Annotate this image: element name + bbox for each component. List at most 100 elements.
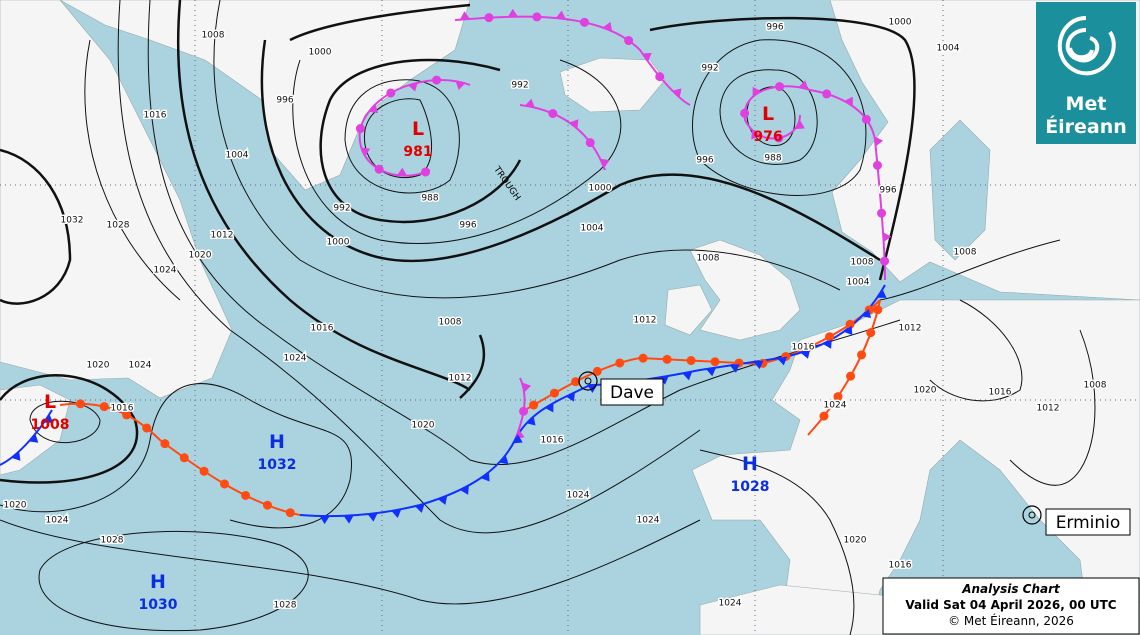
warm-symbol: [638, 353, 648, 363]
cold-symbol: [777, 356, 788, 366]
isobar-label: 996: [696, 156, 713, 166]
cold-symbol: [343, 515, 354, 524]
warm-symbol: [686, 356, 696, 366]
warm-symbol: [740, 108, 750, 118]
cold-symbol: [360, 147, 371, 157]
isobar-label: 996: [459, 221, 476, 231]
warm-symbol: [585, 138, 595, 148]
cold-symbol: [522, 382, 532, 393]
cold-symbol: [319, 516, 330, 525]
center-letter: L: [412, 118, 424, 140]
caption-valid: Valid Sat 04 April 2026, 00 UTC: [905, 598, 1116, 612]
pressure-centers: L 981 L 976 L 1008 H 1032 H 1028 H 1030: [31, 103, 783, 613]
cold-symbol: [480, 472, 490, 482]
warm-symbol: [374, 164, 384, 174]
warm-symbol: [355, 124, 365, 134]
storm-label-box: [600, 378, 664, 406]
center-pressure: 1032: [258, 457, 297, 473]
warm-symbol: [833, 392, 843, 402]
cold-symbol: [367, 513, 378, 522]
warm-symbol: [160, 439, 170, 449]
cold-symbol: [642, 52, 652, 62]
warm-symbol: [846, 371, 856, 381]
logo-text: Met: [1066, 93, 1107, 115]
isobar-label: 1024: [154, 266, 177, 276]
isobar-label: 1020: [412, 421, 435, 431]
logo-text: Éireann: [1045, 115, 1127, 138]
isobar-label: 1024: [824, 401, 847, 411]
isobars: [0, 0, 1096, 635]
warm-symbol: [774, 133, 784, 143]
center-letter: H: [150, 571, 166, 593]
isobar-label: 1016: [792, 343, 815, 353]
isobar-label: 1024: [284, 354, 307, 364]
caption: Analysis Chart Valid Sat 04 April 2026, …: [882, 577, 1140, 635]
center-pressure: 1030: [139, 597, 178, 613]
fronts: [0, 8, 892, 525]
isobar-label: 1012: [449, 374, 472, 384]
warm-symbol: [421, 167, 431, 177]
isobar-label: 1016: [989, 388, 1012, 398]
warm-symbol: [484, 13, 494, 23]
warm-symbol: [872, 160, 882, 170]
isobar-label: 996: [766, 23, 783, 33]
warm-symbol: [822, 89, 832, 99]
cold-symbol: [524, 98, 535, 108]
isobar-label: 1016: [889, 561, 912, 571]
center-pressure: 976: [753, 129, 782, 145]
warm-symbol: [655, 72, 665, 82]
isobar-label: 1032: [61, 216, 84, 226]
isobar-label: 1008: [439, 318, 462, 328]
cold-symbol: [843, 325, 853, 336]
cold-symbol: [798, 80, 809, 90]
warm-symbol: [549, 388, 559, 398]
warm-symbol: [285, 508, 295, 518]
cold-symbol: [397, 167, 408, 176]
warm-symbol: [179, 453, 189, 463]
isobar-label: 1016: [311, 324, 334, 334]
cold-symbol: [499, 455, 509, 465]
isobar-label: 1016: [111, 404, 134, 414]
warm-symbol: [519, 406, 529, 416]
cold-symbol: [882, 232, 892, 243]
cold-symbol: [861, 308, 872, 319]
center-letter: H: [742, 453, 758, 475]
center-pressure: 981: [403, 144, 432, 160]
isobar-label: 1008: [1084, 381, 1107, 391]
isobar-label: 992: [333, 204, 350, 214]
isobar-label: 988: [764, 154, 781, 164]
cold-symbol: [672, 88, 682, 98]
isobar-label: 996: [879, 186, 896, 196]
cold-symbol: [391, 509, 402, 518]
cold-symbol: [526, 416, 536, 426]
cold-symbol: [844, 96, 853, 107]
cold-symbol: [11, 451, 21, 461]
isobar-label: 1000: [589, 184, 612, 194]
caption-box: [882, 577, 1140, 635]
warm-symbol: [580, 17, 590, 27]
warm-symbol: [615, 358, 625, 368]
cold-symbol: [600, 158, 610, 168]
storm-symbol: [1028, 511, 1036, 519]
caption-title: Analysis Chart: [961, 582, 1061, 596]
logo-icon: [1057, 16, 1116, 76]
warm-symbol: [592, 366, 602, 376]
warm-symbol: [219, 479, 229, 489]
storm-name: Dave: [610, 383, 654, 403]
cold-symbol: [795, 120, 805, 130]
isobar-label: 1024: [46, 516, 69, 526]
isobar-label: 1008: [202, 31, 225, 41]
warm-symbol: [803, 342, 813, 352]
warm-symbol: [532, 12, 542, 22]
caption-copyright: © Met Éireann, 2026: [948, 613, 1074, 628]
isobar-label: 1020: [87, 361, 110, 371]
isobar-label: 996: [276, 96, 293, 106]
isobar-label: 1008: [697, 254, 720, 264]
isobar-label: 1016: [541, 436, 564, 446]
center-pressure: 1008: [31, 417, 70, 433]
isobar-label: 1008: [954, 248, 977, 258]
warm-symbol: [710, 357, 720, 367]
cold-symbol: [658, 375, 669, 385]
warm-symbol: [432, 75, 442, 85]
cold-symbol: [682, 371, 693, 381]
